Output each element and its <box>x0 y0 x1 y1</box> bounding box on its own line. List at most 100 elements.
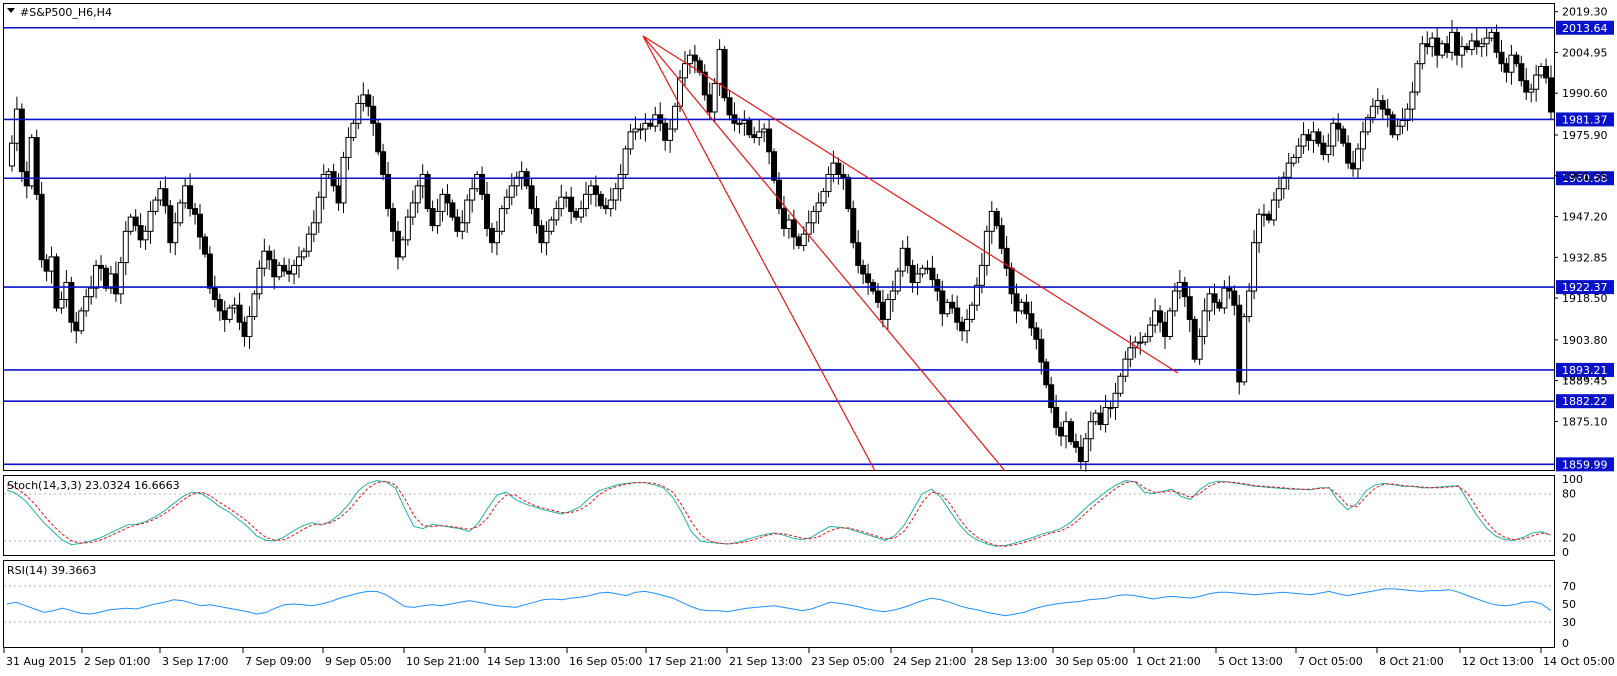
candle-bear <box>845 176 852 210</box>
candle-bull <box>1063 421 1070 437</box>
candle-bull <box>543 230 550 244</box>
time-tick-label: 21 Sep 13:00 <box>729 655 802 668</box>
candle-bull <box>1280 176 1287 190</box>
candle-bear <box>1067 421 1074 443</box>
candle-bull <box>1246 290 1253 318</box>
candle-bear <box>934 279 941 292</box>
candle-bull <box>973 284 980 306</box>
candle-bull <box>1082 438 1089 462</box>
candle-bull <box>399 239 406 258</box>
candle-bear <box>746 120 753 136</box>
candle-bull <box>13 108 20 144</box>
candle-bull <box>924 267 931 270</box>
candle-bear <box>241 321 248 337</box>
candle-bull <box>800 233 807 247</box>
triangle-down-icon[interactable] <box>7 8 15 13</box>
main-chart-frame <box>3 3 1555 471</box>
candle-bear <box>1543 66 1550 79</box>
candle-bull <box>617 173 624 190</box>
trendline-fan-2[interactable] <box>642 35 1006 472</box>
candle-bull <box>503 196 510 210</box>
candle-bull <box>1127 347 1134 360</box>
time-tick-label: 23 Sep 05:00 <box>811 655 884 668</box>
candle-bull <box>231 304 238 309</box>
candle-bull <box>919 267 926 275</box>
candle-bear <box>1548 77 1554 113</box>
candle-bull <box>1419 43 1426 65</box>
candle-bull <box>1394 125 1401 136</box>
candle-bull <box>622 148 629 175</box>
candle-bear <box>701 71 708 96</box>
candle-bear <box>281 264 288 272</box>
candle-bull <box>345 137 352 158</box>
stoch-title: Stoch(14,3,3) 23.0324 16.6663 <box>7 479 180 492</box>
candle-bull <box>251 293 258 318</box>
candle-bear <box>1043 361 1050 386</box>
candle-bull <box>1478 43 1485 48</box>
candle-bear <box>1320 142 1327 156</box>
candle-bull <box>256 267 263 295</box>
candle-bull <box>1270 199 1277 221</box>
trendline-fan-3[interactable] <box>642 35 1179 374</box>
time-tick-label: 5 Oct 13:00 <box>1218 655 1283 668</box>
rsi-tick-label: 0 <box>1562 637 1569 650</box>
candle-bull <box>127 216 134 232</box>
candle-bull <box>756 131 763 139</box>
candle-bull <box>1468 40 1475 50</box>
candle-bull <box>152 199 159 212</box>
candle-bear <box>1226 287 1233 292</box>
time-tick-label: 24 Sep 21:00 <box>893 655 966 668</box>
level-label-box <box>1556 362 1614 377</box>
price-tick-label: 1990.60 <box>1562 87 1608 100</box>
level-label: 1882.22 <box>1562 395 1608 408</box>
candle-bear <box>484 193 491 229</box>
stoch-panel-frame <box>3 475 1555 556</box>
candle-bear <box>33 137 40 195</box>
candle-bear <box>221 310 228 320</box>
price-axis: 2019.30 2004.95 1990.60 1975.90 1961.55 1947.… <box>1554 6 1614 428</box>
candle-bear <box>538 225 545 244</box>
candle-bull <box>944 301 951 315</box>
candle-bull <box>419 173 426 187</box>
candle-bear <box>211 287 218 301</box>
candle-bear <box>691 54 698 62</box>
candle-bear <box>68 281 75 323</box>
candle-bull <box>761 128 768 133</box>
candle-bear <box>647 122 654 127</box>
candle-bear <box>112 273 119 295</box>
candle-bull <box>1152 310 1159 326</box>
candle-bear <box>1048 384 1055 408</box>
trendline-fan-1[interactable] <box>642 35 876 472</box>
candle-bear <box>840 173 847 178</box>
candle-bull <box>637 128 644 131</box>
price-tick-label: 1918.50 <box>1562 292 1608 305</box>
candle-bear <box>1523 80 1530 93</box>
candle-bear <box>102 267 109 289</box>
candle-bear <box>1384 108 1391 116</box>
stoch-tick-label: 0 <box>1562 546 1569 559</box>
candle-bull <box>1147 324 1154 337</box>
trendlines-group <box>642 35 1179 472</box>
candle-bear <box>528 185 535 210</box>
candle-bull <box>667 128 674 141</box>
candle-bull <box>439 193 446 212</box>
candle-bear <box>721 48 728 99</box>
candle-bear <box>1231 290 1238 306</box>
candle-bear <box>53 256 60 309</box>
candle-bull <box>63 281 70 301</box>
time-tick-label: 10 Sep 21:00 <box>406 655 479 668</box>
candle-bear <box>38 193 45 261</box>
candle-bear <box>1053 406 1060 428</box>
stoch-signal-line <box>6 480 1552 547</box>
candle-bull <box>983 230 990 266</box>
candle-bull <box>83 296 90 312</box>
candle-bear <box>1379 100 1386 110</box>
candle-bull <box>1359 131 1366 150</box>
candle-bear <box>771 151 778 181</box>
candle-bear <box>1265 213 1272 221</box>
candle-bear <box>236 304 243 323</box>
candle-bull <box>172 222 179 244</box>
candle-bear <box>993 210 1000 227</box>
candle-bull <box>1330 122 1337 147</box>
candle-bear <box>1335 122 1342 130</box>
